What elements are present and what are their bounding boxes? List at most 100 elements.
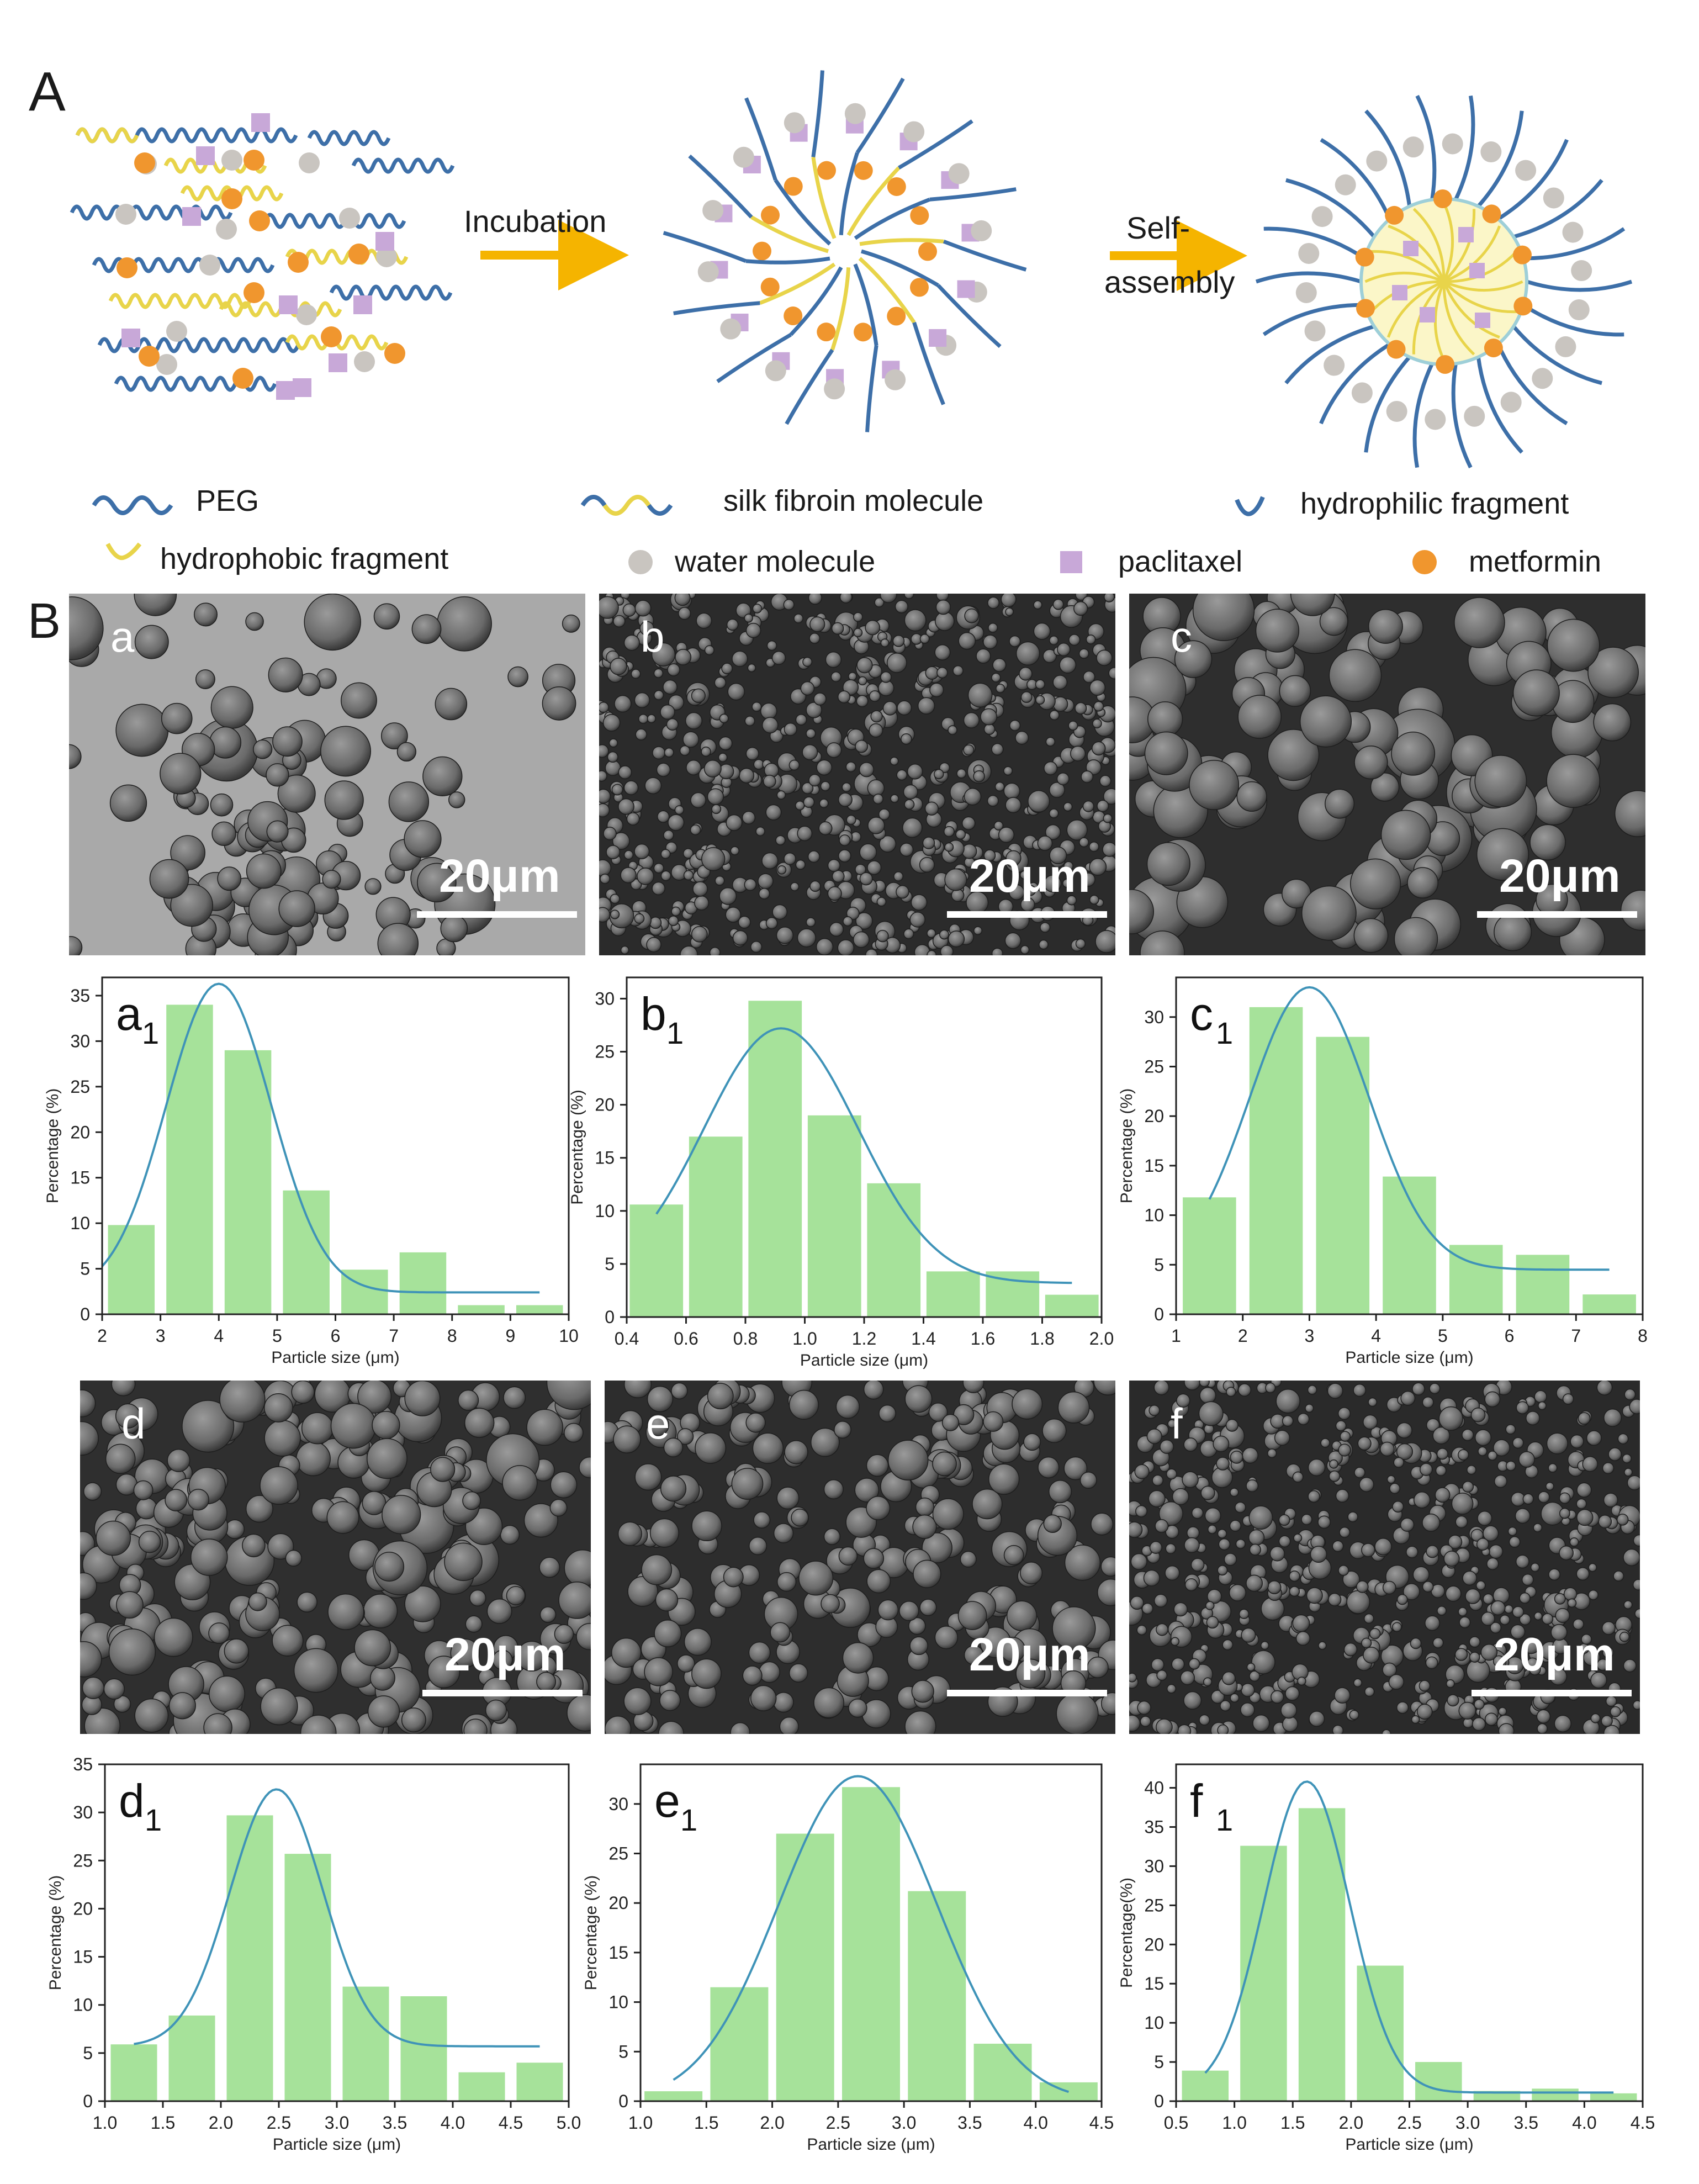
sem-particle [1184, 1537, 1200, 1553]
sem-particle [637, 868, 654, 885]
sem-particle [1546, 754, 1600, 808]
sem-particle [1174, 640, 1213, 678]
legend-silk: silk fibroin molecule [723, 484, 983, 517]
sem-particle [1015, 1658, 1046, 1689]
histogram-bar [166, 1004, 213, 1314]
sem-particle [964, 787, 982, 806]
sem-particle [1248, 1529, 1265, 1546]
sem-particle [1525, 1411, 1540, 1426]
histogram-bar [689, 1136, 743, 1317]
sem-particle [719, 887, 737, 905]
metformin-molecule [221, 188, 242, 209]
sem-particle [1048, 1479, 1072, 1504]
sem-particle [988, 622, 998, 633]
sem-particle [263, 1393, 293, 1422]
sem-particle [1156, 1669, 1168, 1681]
chart-panel-label: c [1190, 988, 1213, 1040]
legend-metformin: metformin [1469, 545, 1601, 578]
sem-particle [825, 651, 842, 668]
sem-particle [837, 939, 855, 955]
water-molecule [221, 150, 242, 171]
sem-particle [1100, 1556, 1115, 1577]
sem-particle [1363, 1613, 1374, 1624]
sem-particle [1402, 1583, 1420, 1600]
molecule-arm-tail [688, 154, 753, 219]
sem-particle [1279, 675, 1311, 707]
water-molecule [1351, 382, 1373, 404]
sem-particle [626, 812, 640, 826]
sem-particle [105, 1443, 136, 1474]
sem-particle [987, 795, 999, 807]
scale-bar [1477, 911, 1637, 918]
sem-particle [1092, 741, 1106, 756]
sem-particle [462, 1491, 481, 1510]
sem-particle [899, 843, 914, 857]
sem-particle [784, 722, 797, 736]
sem-particle [599, 701, 610, 713]
sem-particle [908, 1617, 926, 1635]
histogram-bar [516, 2063, 563, 2101]
x-tick-label: 4.5 [1631, 2113, 1655, 2133]
y-tick-label: 0 [1154, 2091, 1164, 2111]
molecule-arm [745, 256, 830, 265]
sem-particle [1003, 782, 1020, 800]
sem-particle [246, 853, 282, 889]
sem-particle [887, 1440, 929, 1480]
sem-particle [788, 759, 800, 771]
sem-particle [1438, 1406, 1463, 1431]
sem-particle [876, 897, 887, 907]
x-tick-label: 7 [389, 1326, 399, 1346]
sem-particle [795, 800, 805, 811]
sem-particle [1469, 1652, 1480, 1663]
sem-particle [691, 926, 708, 943]
incubation-arrow: Incubation [464, 204, 629, 290]
x-tick-label: 2.0 [209, 2113, 233, 2133]
sem-particle [1478, 1446, 1488, 1456]
sem-particle [903, 784, 918, 800]
sem-particle [1354, 745, 1388, 780]
water-molecule [903, 121, 925, 142]
sem-particle [623, 634, 640, 651]
sem-particle [623, 1381, 652, 1399]
sem-particle [948, 930, 965, 948]
sem-particle [623, 780, 639, 795]
x-tick-label: 8 [447, 1326, 457, 1346]
sem-particle [1070, 745, 1086, 762]
sem-particle [960, 1551, 977, 1568]
sem-particle [1354, 1467, 1365, 1478]
sem-particle [983, 849, 996, 862]
sem-particle [1613, 1570, 1624, 1582]
sem-particle [1328, 1470, 1341, 1482]
histogram-bar [226, 1815, 273, 2101]
sem-particle [806, 917, 816, 927]
y-tick-label: 25 [1144, 1895, 1164, 1915]
sem-particle [890, 757, 899, 766]
sem-particle [327, 1593, 364, 1631]
scale-bar [947, 911, 1107, 918]
water-molecule [948, 163, 970, 184]
sem-particle [732, 930, 748, 946]
sem-particle [668, 916, 679, 927]
paclitaxel-molecule [279, 295, 298, 314]
sem-particle [1049, 635, 1059, 646]
paclitaxel-molecule [276, 381, 295, 400]
y-tick-label: 20 [73, 1899, 93, 1918]
sem-particle [1494, 913, 1532, 951]
sem-particle [803, 796, 815, 808]
x-tick-label: 3.0 [325, 2113, 349, 2133]
hydrophilic-chain [1476, 356, 1523, 454]
x-tick-label: 2.0 [1339, 2113, 1363, 2133]
x-tick-label: 3.5 [383, 2113, 407, 2133]
sem-particle [208, 1622, 230, 1644]
sem-particle [1226, 1387, 1236, 1397]
sem-particle [855, 864, 866, 875]
sem-particle [904, 609, 927, 632]
sem-particle [668, 694, 685, 711]
legend-paclitaxel: paclitaxel [1118, 545, 1242, 578]
sem-particle [1389, 1483, 1401, 1494]
sem-particle [1004, 932, 1021, 949]
sem-particle [1400, 1517, 1415, 1532]
sem-particle [1359, 1477, 1374, 1493]
metformin-molecule [232, 368, 253, 389]
sem-particle [1602, 1646, 1614, 1658]
